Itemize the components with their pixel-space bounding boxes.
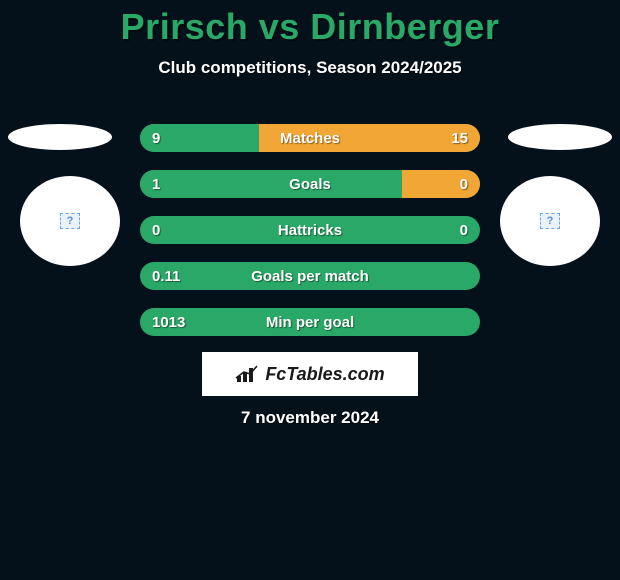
stat-row: 0.11Goals per match (140, 262, 480, 290)
page-subtitle: Club competitions, Season 2024/2025 (0, 58, 620, 78)
team-right-ellipse (508, 124, 612, 150)
placeholder-icon: ? (60, 213, 80, 229)
placeholder-icon: ? (540, 213, 560, 229)
team-left-avatar: ? (20, 176, 120, 266)
stat-label: Matches (140, 124, 480, 152)
page-title: Prirsch vs Dirnberger (0, 0, 620, 48)
stat-label: Goals (140, 170, 480, 198)
team-left-ellipse (8, 124, 112, 150)
stat-label: Goals per match (140, 262, 480, 290)
team-right-avatar: ? (500, 176, 600, 266)
brand-text: FcTables.com (265, 364, 384, 385)
bar-chart-icon (235, 364, 259, 384)
stat-value-right: 15 (451, 124, 468, 152)
stat-value-right: 0 (460, 170, 468, 198)
brand-card: FcTables.com (202, 352, 418, 396)
stat-label: Hattricks (140, 216, 480, 244)
stat-row: 9Matches15 (140, 124, 480, 152)
stats-block: 9Matches151Goals00Hattricks00.11Goals pe… (140, 124, 480, 354)
stat-row: 1013Min per goal (140, 308, 480, 336)
stat-label: Min per goal (140, 308, 480, 336)
stat-value-right: 0 (460, 216, 468, 244)
stat-row: 1Goals0 (140, 170, 480, 198)
date-text: 7 november 2024 (0, 408, 620, 428)
stat-row: 0Hattricks0 (140, 216, 480, 244)
